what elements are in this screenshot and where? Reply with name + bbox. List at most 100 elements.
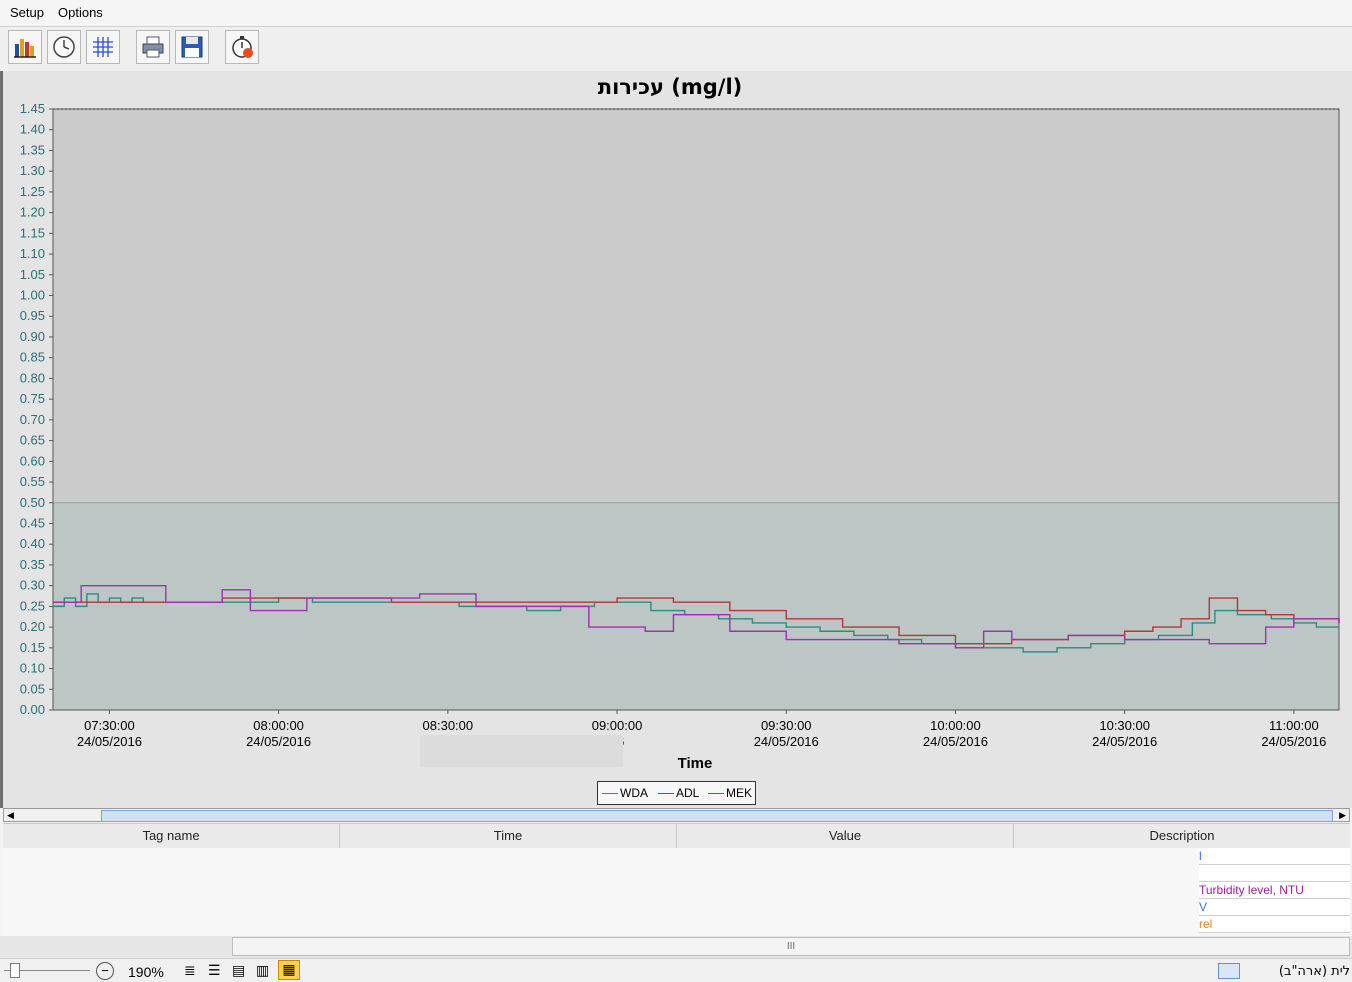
clock-button[interactable] — [47, 30, 81, 64]
legend-label-wda: WDA — [620, 786, 648, 800]
y-tick-label: 0.90 — [20, 329, 45, 344]
y-tick-label: 0.55 — [20, 474, 45, 489]
scroll-right-arrow-icon[interactable]: ▶ — [1339, 810, 1346, 820]
y-tick-label: 0.65 — [20, 433, 45, 448]
y-tick-label: 1.30 — [20, 163, 45, 178]
view-print-layout-icon[interactable]: ▦ — [278, 960, 300, 980]
stopwatch-button[interactable] — [225, 30, 259, 64]
view-outline-icon[interactable]: ≣ — [184, 962, 196, 978]
y-tick-label: 1.25 — [20, 184, 45, 199]
series-line-wda — [53, 593, 1339, 653]
language-icon[interactable] — [1218, 963, 1240, 979]
chart-horizontal-scrollbar[interactable]: ◀ ▶ — [3, 808, 1350, 822]
chart-title: עכירות (mg/l) — [598, 75, 743, 99]
column-header-tag-name[interactable]: Tag name — [3, 824, 340, 848]
column-header-value[interactable]: Value — [677, 824, 1014, 848]
description-cell: l — [1199, 848, 1350, 865]
x-tick-date-label: 24/05/2016 — [246, 734, 311, 749]
x-tick-time-label: 08:30:00 — [423, 718, 474, 733]
series-line-adl — [53, 597, 1340, 645]
x-tick-time-label: 10:30:00 — [1099, 718, 1150, 733]
y-tick-label: 1.10 — [20, 246, 45, 261]
grid-button[interactable] — [86, 30, 120, 64]
y-tick-label: 0.50 — [20, 495, 45, 510]
menu-setup[interactable]: Setup — [10, 5, 44, 20]
label-occlusion — [420, 735, 623, 767]
series-line-mek — [53, 584, 1340, 649]
y-tick-label: 0.10 — [20, 661, 45, 676]
stopwatch-icon — [232, 36, 253, 58]
chart-area: עכירות (mg/l) 0.00 0.05 0.10 0.15 0.20 0.25 0.… — [0, 71, 1352, 808]
menu-bar: Setup Options — [0, 0, 1352, 27]
plot-border — [52, 108, 1340, 711]
threshold-band — [53, 502, 1339, 710]
grid-icon — [93, 37, 113, 57]
y-tick-label: 0.20 — [20, 619, 45, 634]
x-tick-date-label: 24/05/2016 — [923, 734, 988, 749]
scrollbar-thumb[interactable] — [101, 810, 1333, 822]
view-reading-icon[interactable]: ▥ — [256, 962, 270, 978]
x-tick-time-label: 10:00:00 — [930, 718, 981, 733]
y-tick-label: 1.45 — [20, 101, 45, 116]
bar-chart-icon — [14, 39, 36, 58]
view-draft-icon[interactable]: ☰ — [208, 962, 221, 978]
y-tick-label: 0.60 — [20, 453, 45, 468]
y-tick-label: 0.75 — [20, 391, 45, 406]
x-tick-time-label: 11:00:00 — [1269, 718, 1319, 733]
language-status[interactable]: לית (ארה"ב) — [1278, 964, 1350, 979]
legend-swatch-adl — [658, 792, 674, 794]
description-cell: rel — [1199, 916, 1350, 933]
scroll-left-arrow-icon[interactable]: ◀ — [7, 810, 14, 820]
zoom-out-icon[interactable]: − — [96, 962, 114, 980]
status-bar: − 190% ≣ ☰ ▤ ▥ ▦ לית (ארה"ב) — [0, 958, 1352, 982]
y-tick-label: 0.30 — [20, 578, 45, 593]
y-tick-label: 1.35 — [20, 142, 45, 157]
y-tick-label: 1.00 — [20, 288, 45, 303]
legend-swatch-wda — [602, 792, 618, 794]
clock-icon — [53, 36, 75, 58]
view-web-icon[interactable]: ▤ — [232, 962, 246, 978]
y-tick-label: 1.05 — [20, 267, 45, 282]
description-cell: V — [1199, 899, 1350, 916]
description-cell: Turbidity level, NTU — [1199, 882, 1350, 899]
menu-options[interactable]: Options — [58, 5, 103, 20]
toolbar — [0, 27, 1352, 71]
save-button[interactable] — [175, 30, 209, 64]
y-tick-label: 0.00 — [20, 702, 45, 717]
y-tick-label: 0.80 — [20, 370, 45, 385]
bar-chart-button[interactable] — [8, 30, 42, 64]
print-button[interactable] — [136, 30, 170, 64]
y-tick-label: 0.95 — [20, 308, 45, 323]
save-icon — [181, 36, 203, 58]
y-tick-label: 0.05 — [20, 681, 45, 696]
column-header-description[interactable]: Description — [1149, 828, 1215, 843]
zoom-slider-thumb[interactable] — [10, 963, 20, 978]
column-header-time[interactable]: Time — [340, 824, 677, 848]
y-tick-label: 0.25 — [20, 598, 45, 613]
y-tick-label: 1.15 — [20, 225, 45, 240]
x-tick-time-label: 09:00:00 — [592, 718, 643, 733]
x-tick-date-label: 24/05/2016 — [1092, 734, 1157, 749]
y-tick-label: 1.40 — [20, 122, 45, 137]
y-tick-label: 0.35 — [20, 557, 45, 572]
x-tick-time-label: 07:30:00 — [84, 718, 135, 733]
x-axis-title: Time — [678, 755, 713, 772]
x-tick-date-label: 24/05/2016 — [1261, 734, 1326, 749]
y-tick-label: 1.20 — [20, 205, 45, 220]
x-tick-time-label: 08:00:00 — [253, 718, 304, 733]
y-tick-label: 0.70 — [20, 412, 45, 427]
chart-legend: WDA ADL MEK — [597, 781, 756, 805]
y-tick-label: 0.45 — [20, 515, 45, 530]
chart-svg: עכירות (mg/l) 0.00 0.05 0.10 0.15 0.20 0.25 0.… — [20, 75, 1340, 772]
x-tick-date-label: 24/05/2016 — [77, 734, 142, 749]
y-tick-label: 0.40 — [20, 536, 45, 551]
x-tick-time-label: 09:30:00 — [761, 718, 812, 733]
legend-item-mek: MEK — [708, 786, 752, 800]
document-horizontal-scrollbar[interactable]: III — [0, 936, 1352, 958]
document-scroll-thumb[interactable]: III — [232, 937, 1350, 956]
legend-swatch-mek — [708, 792, 724, 794]
y-tick-label: 0.85 — [20, 350, 45, 365]
legend-label-mek: MEK — [726, 786, 753, 800]
table-body: l Turbidity level, NTU V rel — [3, 848, 1350, 936]
zoom-slider[interactable] — [4, 970, 90, 971]
